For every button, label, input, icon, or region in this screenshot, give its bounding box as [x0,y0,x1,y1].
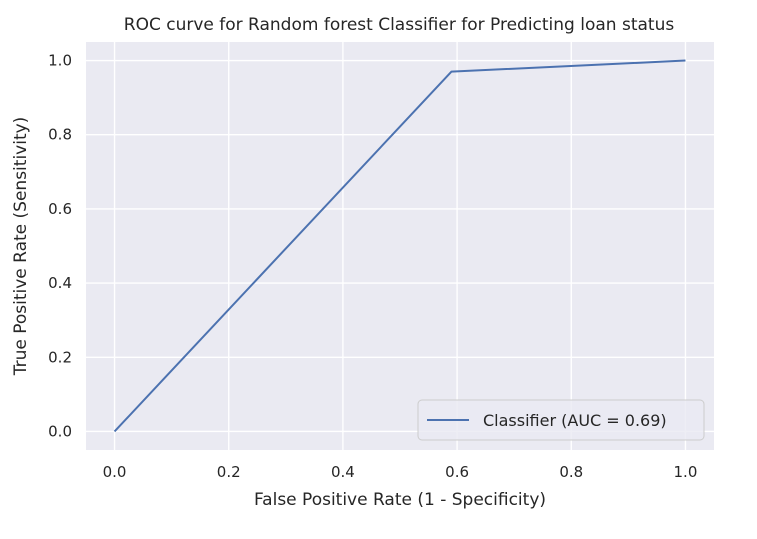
x-axis-label: False Positive Rate (1 - Specificity) [254,490,546,510]
x-tick-label: 0.6 [445,463,469,481]
x-tick-label: 1.0 [674,463,698,481]
y-tick-label: 0.2 [48,348,72,366]
y-tick-label: 1.0 [48,52,72,70]
x-tick-labels: 0.0 0.2 0.4 0.6 0.8 1.0 [103,463,698,481]
y-axis-label: True Positive Rate (Sensitivity) [11,117,31,377]
y-tick-labels: 0.0 0.2 0.4 0.6 0.8 1.0 [48,52,72,441]
legend: Classifier (AUC = 0.69) [417,399,705,441]
x-tick-label: 0.4 [331,463,355,481]
series-layer [113,59,686,433]
legend-entry: Classifier (AUC = 0.69) [483,411,667,430]
y-tick-label: 0.8 [48,126,72,144]
y-tick-label: 0.4 [48,274,72,292]
y-tick-label: 0.6 [48,200,72,218]
y-tick-label: 0.0 [48,422,72,440]
series-line [113,59,686,433]
x-tick-label: 0.8 [559,463,583,481]
chart-title: ROC curve for Random forest Classifier f… [124,15,675,35]
grid-lines [86,42,714,450]
plot-area [86,42,714,450]
legend-box [417,399,705,441]
x-tick-label: 0.2 [217,463,241,481]
x-tick-label: 0.0 [103,463,127,481]
